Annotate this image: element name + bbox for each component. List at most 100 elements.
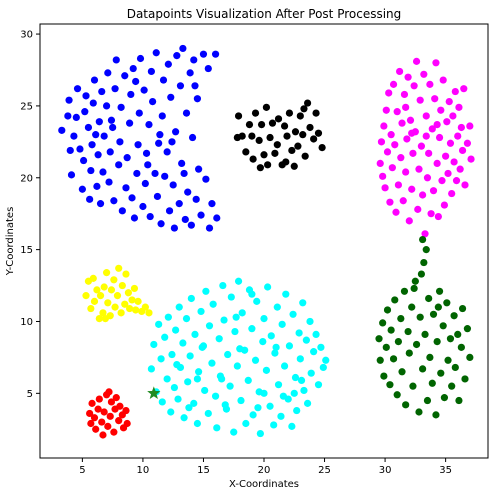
data-point bbox=[74, 85, 81, 92]
data-point bbox=[86, 196, 93, 203]
data-point bbox=[415, 408, 422, 415]
data-point bbox=[418, 270, 425, 277]
series-7 bbox=[147, 386, 160, 399]
x-tick-label: 5 bbox=[79, 465, 85, 476]
data-point bbox=[179, 339, 186, 346]
y-tick-label: 5 bbox=[27, 389, 33, 400]
data-point bbox=[419, 365, 426, 372]
data-point bbox=[459, 305, 466, 312]
data-point bbox=[254, 404, 261, 411]
data-point bbox=[441, 394, 448, 401]
data-point bbox=[142, 180, 149, 187]
data-point bbox=[425, 295, 432, 302]
data-point bbox=[143, 150, 150, 157]
data-point bbox=[91, 76, 98, 83]
series-1 bbox=[234, 99, 326, 171]
data-point bbox=[194, 95, 201, 102]
data-point bbox=[395, 181, 402, 188]
data-point bbox=[253, 298, 260, 305]
data-point bbox=[388, 131, 395, 138]
y-tick-label: 10 bbox=[20, 317, 33, 328]
data-point bbox=[101, 408, 108, 415]
data-point bbox=[187, 352, 194, 359]
series-5 bbox=[375, 236, 473, 419]
data-point bbox=[188, 295, 195, 302]
data-point bbox=[114, 292, 121, 299]
data-point bbox=[111, 304, 118, 311]
data-point bbox=[398, 368, 405, 375]
star-marker bbox=[147, 386, 160, 399]
data-point bbox=[438, 177, 445, 184]
data-point bbox=[451, 312, 458, 319]
data-point bbox=[122, 407, 129, 414]
data-point bbox=[200, 342, 207, 349]
data-point bbox=[447, 335, 454, 342]
data-point bbox=[246, 121, 253, 128]
data-point bbox=[397, 315, 404, 322]
data-point bbox=[191, 331, 198, 338]
data-point bbox=[137, 55, 144, 62]
data-point bbox=[275, 381, 282, 388]
data-point bbox=[115, 265, 122, 272]
data-point bbox=[93, 183, 100, 190]
data-point bbox=[380, 122, 387, 129]
data-point bbox=[190, 56, 197, 63]
data-point bbox=[185, 404, 192, 411]
data-point bbox=[303, 337, 310, 344]
data-point bbox=[384, 148, 391, 155]
data-point bbox=[239, 309, 246, 316]
data-point bbox=[250, 155, 257, 162]
data-point bbox=[454, 132, 461, 139]
data-point bbox=[388, 327, 395, 334]
data-point bbox=[441, 201, 448, 208]
data-point bbox=[275, 115, 282, 122]
data-point bbox=[406, 217, 413, 224]
data-point bbox=[437, 107, 444, 114]
data-point bbox=[110, 429, 117, 436]
data-point bbox=[124, 154, 131, 161]
data-point bbox=[408, 186, 415, 193]
y-tick-label: 25 bbox=[20, 101, 33, 112]
data-point bbox=[107, 148, 114, 155]
data-point bbox=[219, 282, 226, 289]
data-point bbox=[454, 331, 461, 338]
data-point bbox=[98, 418, 105, 425]
data-point bbox=[389, 164, 396, 171]
data-point bbox=[430, 311, 437, 318]
data-point bbox=[180, 170, 187, 177]
data-point bbox=[449, 112, 456, 119]
data-point bbox=[90, 275, 97, 282]
data-point bbox=[451, 158, 458, 165]
data-point bbox=[406, 349, 413, 356]
data-point bbox=[385, 89, 392, 96]
data-point bbox=[113, 56, 120, 63]
data-point bbox=[101, 283, 108, 290]
data-point bbox=[415, 166, 422, 173]
data-point bbox=[424, 174, 431, 181]
data-point bbox=[443, 118, 450, 125]
data-point bbox=[268, 332, 275, 339]
data-point bbox=[395, 338, 402, 345]
data-point bbox=[304, 400, 311, 407]
data-point bbox=[429, 380, 436, 387]
data-point bbox=[91, 414, 98, 421]
data-point bbox=[193, 196, 200, 203]
data-point bbox=[263, 367, 270, 374]
data-point bbox=[111, 85, 118, 92]
data-point bbox=[407, 117, 414, 124]
data-point bbox=[115, 161, 122, 168]
data-point bbox=[144, 161, 151, 168]
x-tick-label: 25 bbox=[318, 465, 331, 476]
data-point bbox=[293, 407, 300, 414]
data-point bbox=[188, 222, 195, 229]
data-point bbox=[248, 291, 255, 298]
x-axis-label: X-Coordinates bbox=[229, 479, 299, 490]
data-point bbox=[288, 147, 295, 154]
data-point bbox=[105, 388, 112, 395]
data-point bbox=[434, 338, 441, 345]
data-point bbox=[411, 285, 418, 292]
data-point bbox=[173, 361, 180, 368]
data-point bbox=[81, 108, 88, 115]
data-point bbox=[308, 370, 315, 377]
